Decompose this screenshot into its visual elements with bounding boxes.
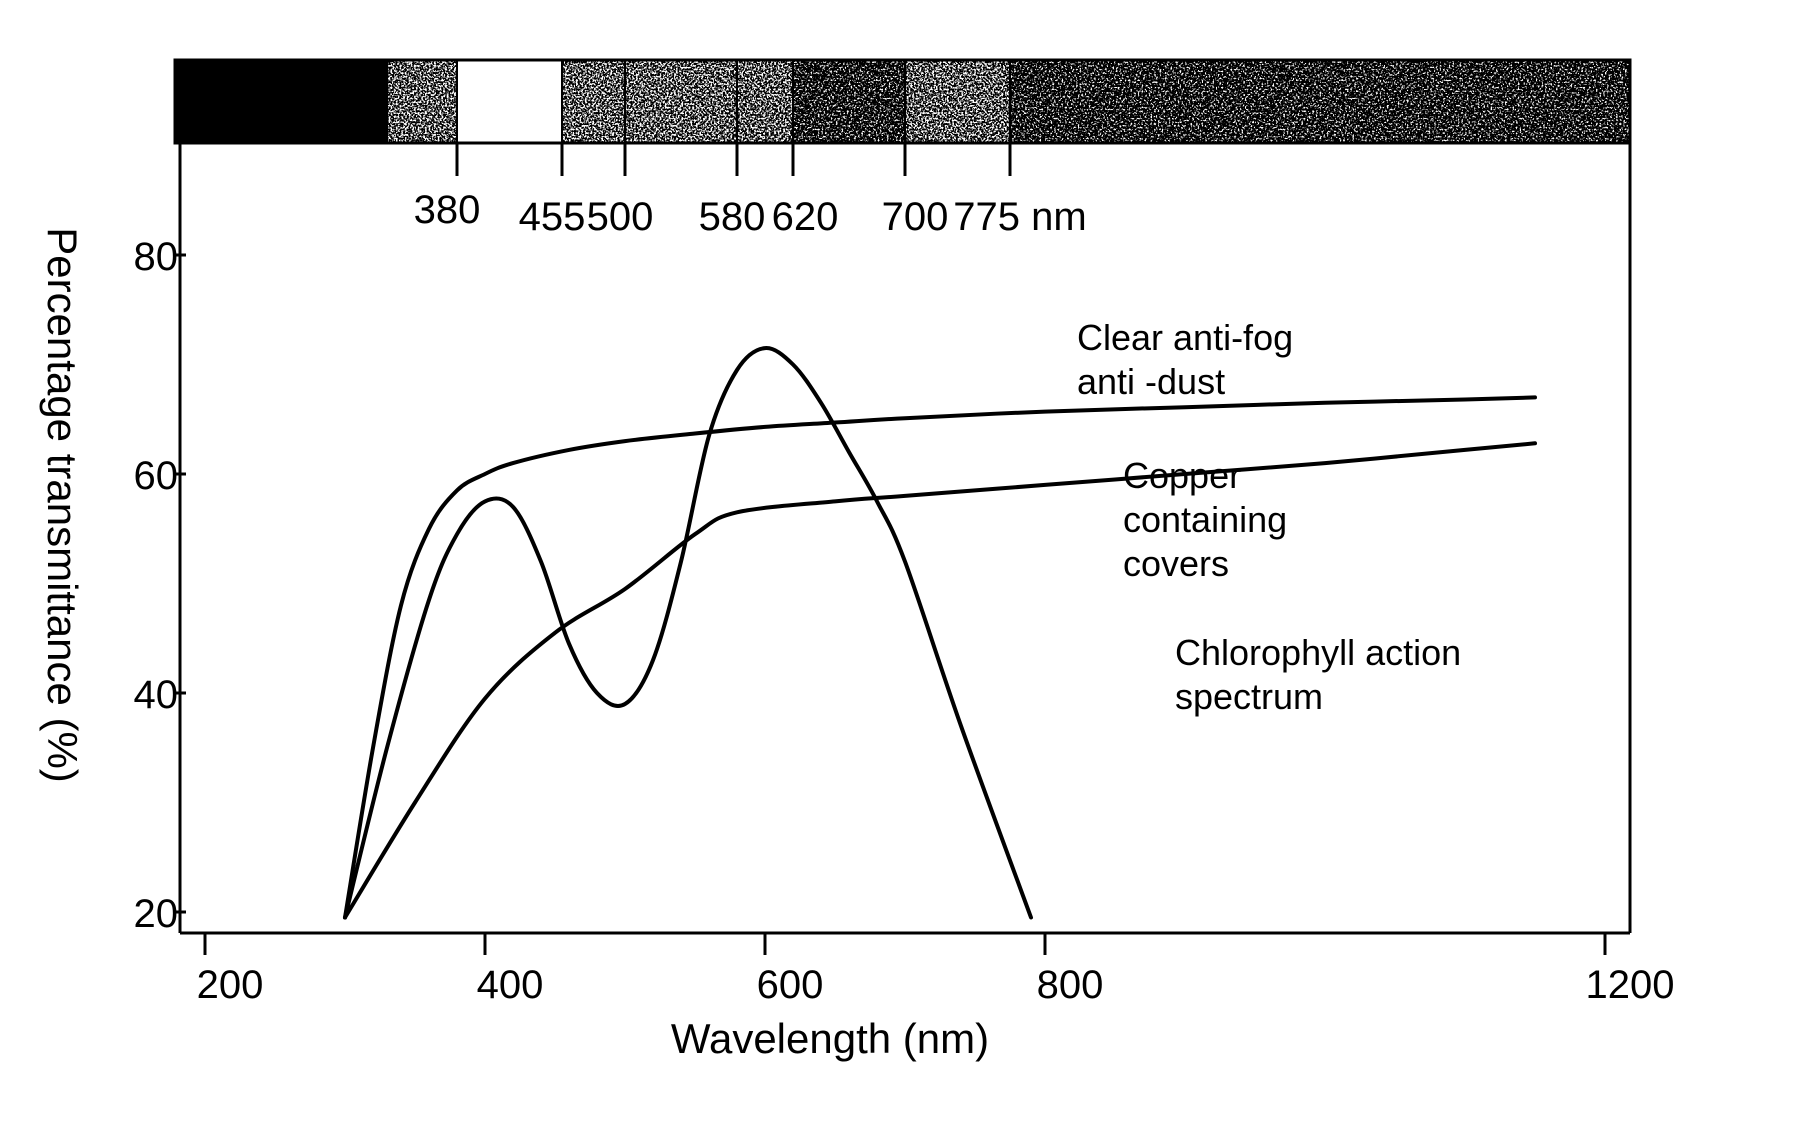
spectrum-texture xyxy=(1010,60,1630,143)
band-label: 700 xyxy=(882,195,949,239)
y-tick-label: 40 xyxy=(134,673,179,717)
annotation-line: Copper xyxy=(1123,455,1241,496)
y-tick-label: 60 xyxy=(134,454,179,498)
band-label: 380 xyxy=(414,188,481,232)
band-label: 775 nm xyxy=(953,195,1086,239)
annotation-line: spectrum xyxy=(1175,676,1323,717)
spectrum-band: 380 455500 580620 700775 nm xyxy=(175,60,1630,239)
y-axis-title: Percentage transmittance (%) xyxy=(39,227,86,783)
spectrum-texture xyxy=(387,60,457,143)
spectrum-segment xyxy=(457,60,562,143)
annotation-line: Chlorophyll action xyxy=(1175,632,1461,673)
spectrum-texture xyxy=(737,60,793,143)
band-label: 580 xyxy=(699,195,766,239)
y-tick-label: 80 xyxy=(134,235,179,279)
axes: 200 400 600 800 1200 20 40 60 80 xyxy=(134,235,1675,1007)
x-axis-title: Wavelength (nm) xyxy=(671,1015,989,1062)
x-tick-label: 400 xyxy=(477,963,544,1007)
spectrum-texture xyxy=(625,60,737,143)
x-tick-label: 200 xyxy=(197,963,264,1007)
series-copper-covers-line xyxy=(345,443,1535,917)
annotations: Clear anti-foganti -dust Coppercontaining… xyxy=(1077,317,1461,717)
x-tick-label: 600 xyxy=(757,963,824,1007)
series-annotation: Clear anti-foganti -dust xyxy=(1077,317,1293,402)
annotation-line: Clear anti-fog xyxy=(1077,317,1293,358)
series-annotation: Coppercontainingcovers xyxy=(1123,455,1287,584)
spectrum-texture xyxy=(793,60,905,143)
band-label: 455 xyxy=(519,195,586,239)
spectrum-segment xyxy=(175,60,387,143)
spectrum-texture xyxy=(562,60,625,143)
annotation-line: containing xyxy=(1123,499,1287,540)
spectrum-texture xyxy=(905,60,1010,143)
plot-frame xyxy=(180,143,1630,933)
annotation-line: anti -dust xyxy=(1077,361,1225,402)
y-tick-label: 20 xyxy=(134,892,179,936)
band-label: 620 xyxy=(772,195,839,239)
x-tick-label: 800 xyxy=(1037,963,1104,1007)
x-tick-label: 1200 xyxy=(1586,963,1675,1007)
band-label: 500 xyxy=(587,195,654,239)
annotation-line: covers xyxy=(1123,543,1229,584)
series-annotation: Chlorophyll actionspectrum xyxy=(1175,632,1461,717)
